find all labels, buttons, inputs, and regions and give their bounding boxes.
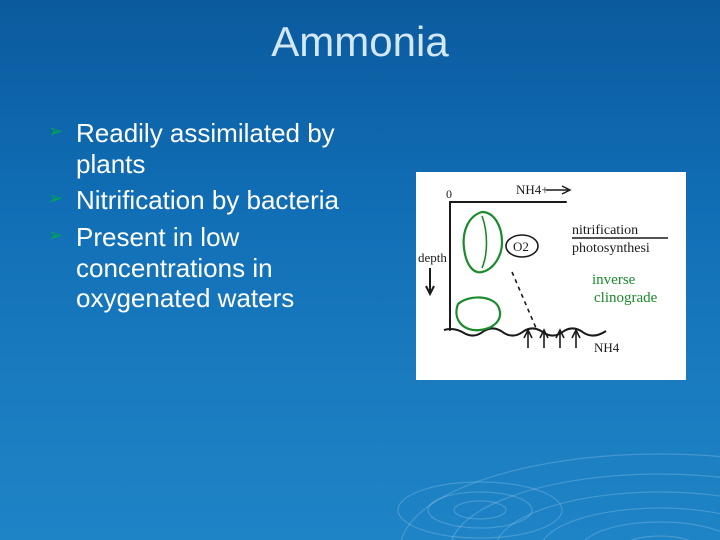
axis-origin-label: 0	[446, 187, 452, 201]
list-item: ➢ Readily assimilated by plants	[48, 118, 388, 179]
diagram: 0 depth NH4+ O2 nitrification photosy	[416, 172, 686, 380]
y-axis-label: depth	[418, 250, 447, 265]
bullet-list: ➢ Readily assimilated by plants ➢ Nitrif…	[48, 118, 388, 320]
top-axis-label: NH4+	[516, 182, 549, 197]
bullet-text: Nitrification by bacteria	[76, 185, 339, 215]
o2-label: O2	[513, 239, 529, 254]
slide-title: Ammonia	[0, 18, 720, 66]
bullet-icon: ➢	[48, 122, 63, 140]
right-label-photo: photosynthesi	[572, 241, 650, 256]
bottom-nh4-label: NH4	[594, 340, 620, 355]
right-label-inverse: inverse	[592, 272, 636, 288]
right-label-nitrification: nitrification	[572, 223, 638, 238]
bullet-text: Present in low concentrations in oxygena…	[76, 222, 294, 313]
right-label-clinograde: clinograde	[594, 290, 658, 306]
diagram-svg: 0 depth NH4+ O2 nitrification photosy	[416, 172, 686, 380]
slide: Ammonia ➢ Readily assimilated by plants …	[0, 0, 720, 540]
bullet-icon: ➢	[48, 189, 63, 207]
bullet-icon: ➢	[48, 226, 63, 244]
bullet-text: Readily assimilated by plants	[76, 118, 335, 179]
list-item: ➢ Present in low concentrations in oxyge…	[48, 222, 388, 314]
list-item: ➢ Nitrification by bacteria	[48, 185, 388, 216]
